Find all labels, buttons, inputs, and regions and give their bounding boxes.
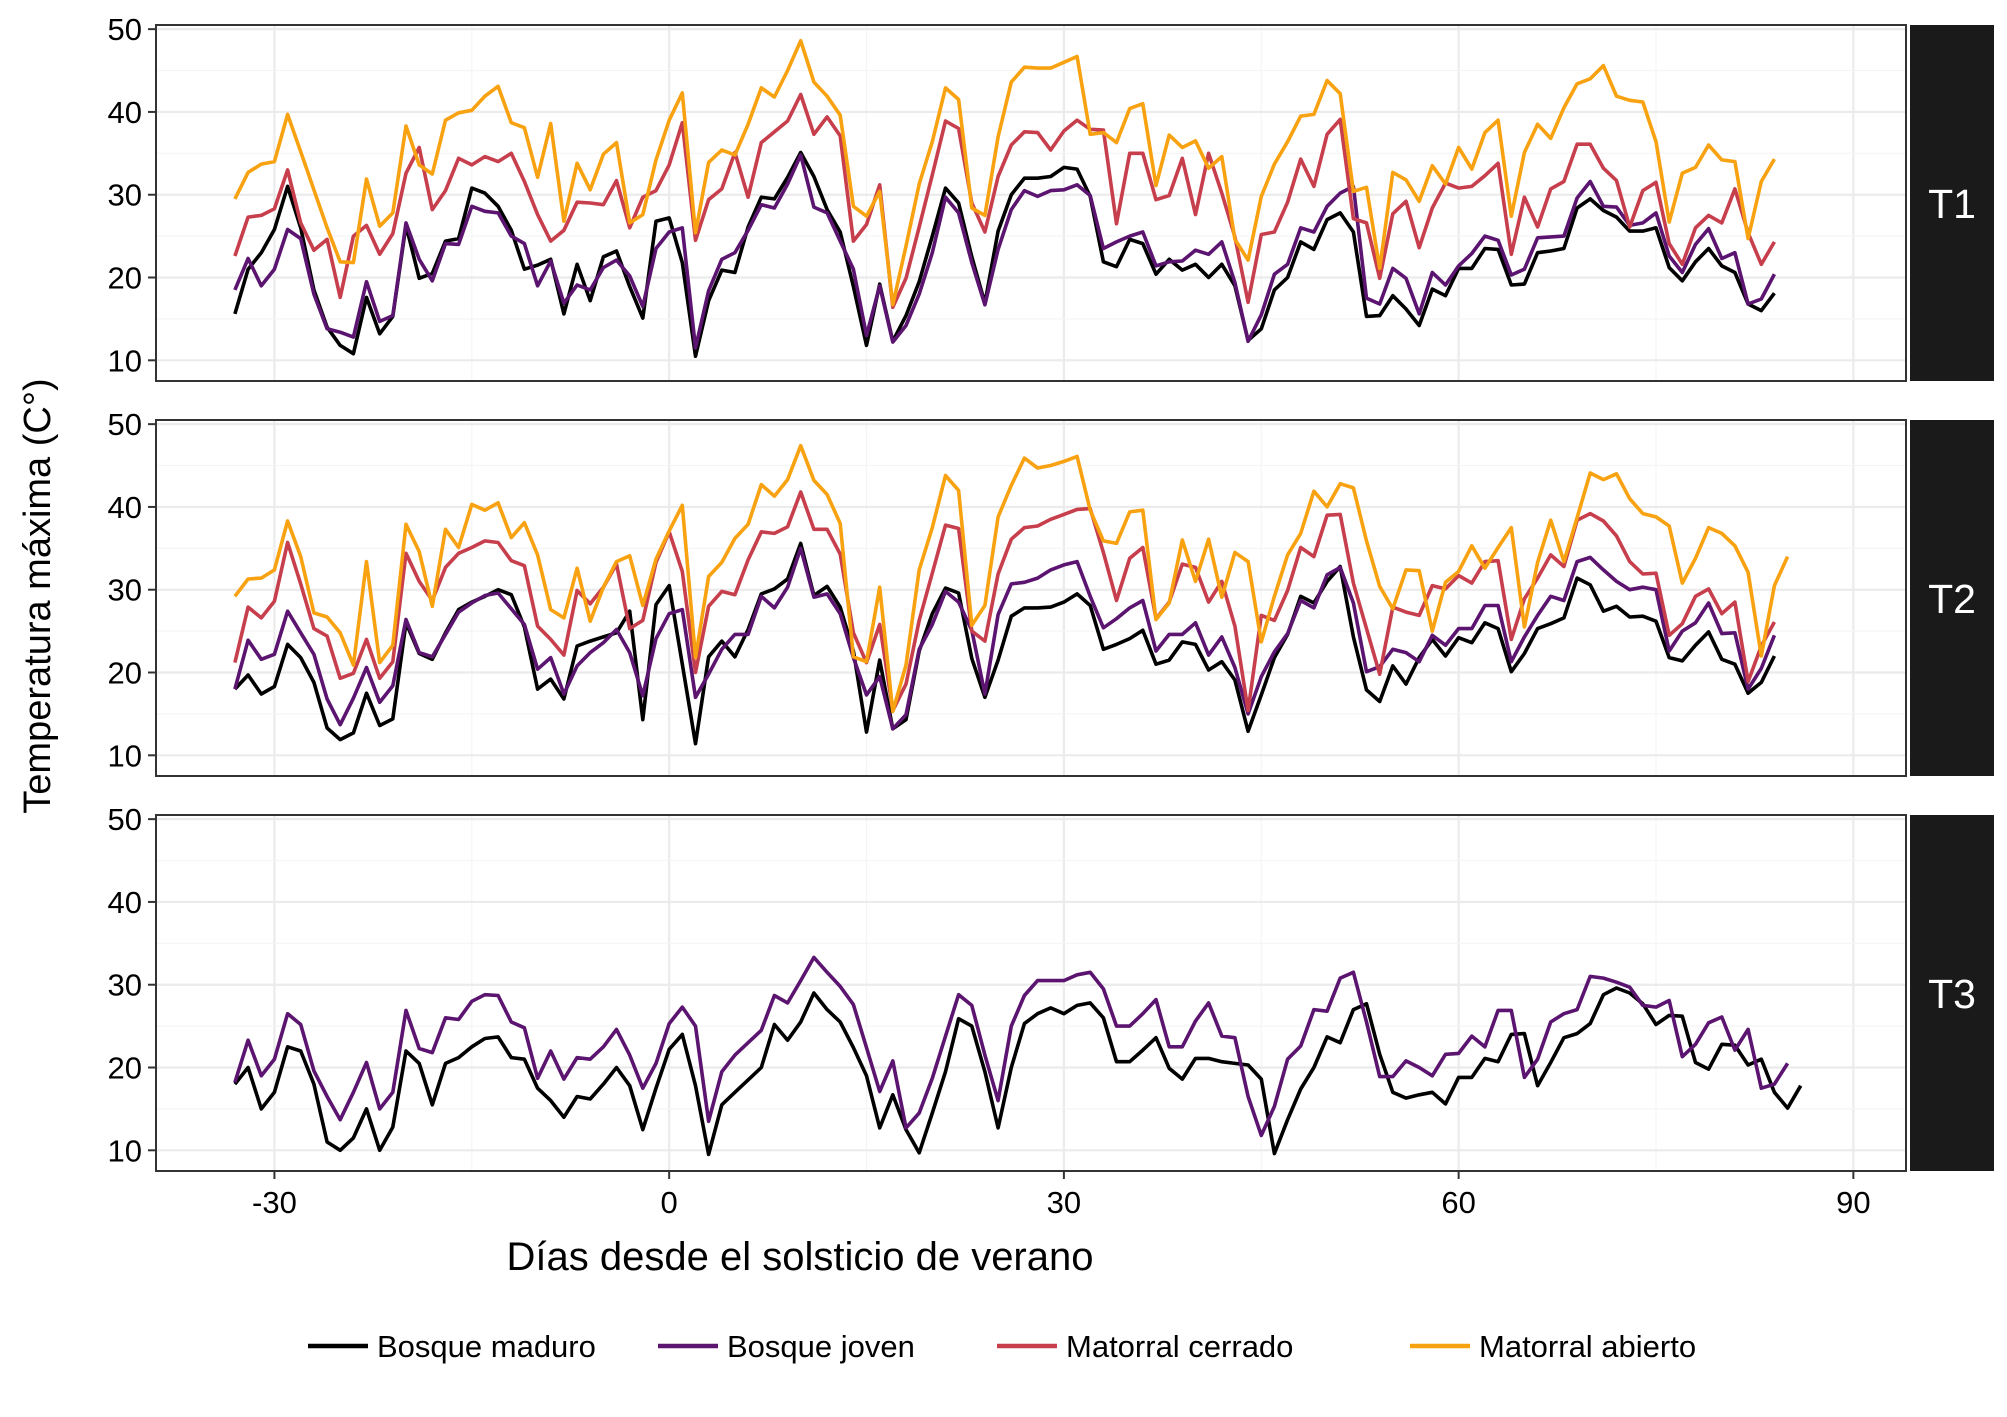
series-line-matorral-cerrado bbox=[233, 92, 1776, 310]
panel-background bbox=[156, 815, 1906, 1171]
y-tick-label: 40 bbox=[108, 885, 142, 920]
y-tick-label: 40 bbox=[108, 490, 142, 525]
y-tick-label: 30 bbox=[108, 968, 142, 1003]
legend-item-bosque-joven: Bosque joven bbox=[658, 1329, 915, 1364]
x-tick-label: 0 bbox=[661, 1185, 678, 1220]
panel-border bbox=[155, 419, 1907, 777]
facet-panel-t1: 10 20 30 40 50 T1 bbox=[108, 12, 1994, 382]
facet-strip-label: T1 bbox=[1928, 181, 1976, 227]
series-line-matorral-abierto bbox=[233, 38, 1776, 307]
y-tick-label: 10 bbox=[108, 738, 142, 773]
x-axis-label: Días desde el solsticio de verano bbox=[507, 1235, 1094, 1279]
facet-panels: 10 20 30 40 50 T1 10 20 30 40 50 T2 10 20 30 40 50 T3 -30 0… bbox=[108, 12, 1994, 1220]
facet-panel-t3: 10 20 30 40 50 T3 -30 0 30 60 90 bbox=[108, 802, 1994, 1220]
facet-strip bbox=[1910, 815, 1994, 1171]
y-tick-label: 50 bbox=[108, 12, 142, 47]
x-tick-label: 30 bbox=[1047, 1185, 1081, 1220]
panel-border bbox=[155, 24, 1907, 382]
y-tick-label: 10 bbox=[108, 343, 142, 378]
panel-border bbox=[155, 814, 1907, 1172]
facet-strip bbox=[1910, 25, 1994, 381]
facet-strip-label: T3 bbox=[1928, 971, 1976, 1017]
facet-strip bbox=[1910, 420, 1994, 776]
y-tick-label: 40 bbox=[108, 95, 142, 130]
y-tick-label: 20 bbox=[108, 656, 142, 691]
y-tick-label: 50 bbox=[108, 407, 142, 442]
legend-item-matorral-cerrado: Matorral cerrado bbox=[997, 1329, 1293, 1364]
series-line-matorral-cerrado bbox=[233, 490, 1776, 713]
panel-background bbox=[156, 420, 1906, 776]
legend-label: Bosque maduro bbox=[377, 1329, 596, 1364]
facet-panel-t2: 10 20 30 40 50 T2 bbox=[108, 407, 1994, 777]
facet-strip-label: T2 bbox=[1928, 576, 1976, 622]
legend-label: Matorral abierto bbox=[1479, 1329, 1696, 1364]
series-line-bosque-joven bbox=[233, 546, 1777, 731]
panel-background bbox=[156, 25, 1906, 381]
series-line-bosque-maduro bbox=[233, 150, 1776, 359]
series-line-bosque-joven bbox=[233, 955, 1790, 1138]
series-line-bosque-joven bbox=[233, 153, 1776, 350]
y-axis-label: Temperatura máxima (C°) bbox=[17, 378, 59, 813]
legend-item-bosque-maduro: Bosque maduro bbox=[308, 1329, 596, 1364]
series-line-bosque-maduro bbox=[233, 986, 1803, 1157]
y-tick-label: 20 bbox=[108, 1051, 142, 1086]
y-tick-label: 20 bbox=[108, 261, 142, 296]
x-tick-label: -30 bbox=[252, 1185, 297, 1220]
y-tick-label: 50 bbox=[108, 802, 142, 837]
legend: Bosque maduro Bosque joven Matorral cerrad… bbox=[308, 1329, 1696, 1364]
series-line-matorral-abierto bbox=[233, 443, 1790, 714]
x-tick-label: 60 bbox=[1441, 1185, 1475, 1220]
legend-label: Matorral cerrado bbox=[1066, 1329, 1293, 1364]
y-tick-label: 30 bbox=[108, 573, 142, 608]
legend-label: Bosque joven bbox=[727, 1329, 915, 1364]
x-tick-label: 90 bbox=[1836, 1185, 1870, 1220]
y-tick-label: 10 bbox=[108, 1133, 142, 1168]
legend-item-matorral-abierto: Matorral abierto bbox=[1410, 1329, 1696, 1364]
y-tick-label: 30 bbox=[108, 178, 142, 213]
